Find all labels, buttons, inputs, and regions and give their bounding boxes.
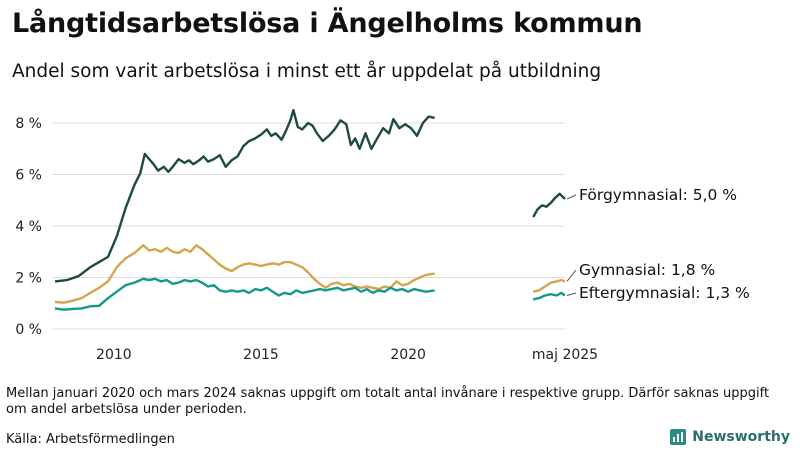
series-line-förgymnasial	[532, 192, 566, 218]
y-tick-label: 8 %	[15, 116, 42, 132]
x-tick-label: 2020	[390, 347, 426, 363]
label-leader-line	[566, 292, 577, 297]
series-label-gymnasial: Gymnasial: 1,8 %	[579, 261, 715, 279]
label-leader-line	[566, 269, 577, 282]
y-tick-label: 6 %	[15, 168, 42, 184]
chart-title: Långtidsarbetslösa i Ängelholms kommun	[12, 8, 643, 39]
label-leader-line	[566, 194, 577, 200]
y-tick-label: 2 %	[15, 271, 42, 287]
series-line-gymnasial	[54, 244, 435, 304]
bar-chart-icon	[670, 429, 687, 445]
series-line-gymnasial	[532, 278, 566, 293]
source-text: Källa: Arbetsförmedlingen	[6, 432, 175, 447]
x-axis-labels: 2010 2015 2020 maj 2025	[96, 347, 598, 363]
series-label-eftergymnasial: Eftergymnasial: 1,3 %	[579, 284, 750, 302]
x-tick-label: maj 2025	[532, 347, 598, 363]
brand-logo: Newsworthy	[670, 429, 790, 445]
series-line-förgymnasial	[54, 108, 435, 283]
series-labels: Förgymnasial: 5,0 % Gymnasial: 1,8 % Efter…	[566, 186, 750, 302]
series-line-eftergymnasial	[54, 277, 435, 311]
y-tick-label: 0 %	[15, 322, 42, 338]
x-tick-label: 2010	[96, 347, 132, 363]
y-axis-labels: 0 % 2 % 4 % 6 % 8 %	[15, 116, 42, 338]
brand-name: Newsworthy	[692, 429, 790, 445]
y-tick-label: 4 %	[15, 219, 42, 235]
series-line-eftergymnasial	[532, 291, 566, 301]
footnote: Mellan januari 2020 och mars 2024 saknas…	[6, 386, 770, 417]
chart-subtitle: Andel som varit arbetslösa i minst ett å…	[12, 61, 602, 82]
gridlines	[52, 122, 565, 330]
series-lines	[54, 108, 566, 311]
x-tick-label: 2015	[243, 347, 279, 363]
series-label-förgymnasial: Förgymnasial: 5,0 %	[579, 186, 737, 204]
line-chart: 0 % 2 % 4 % 6 % 8 % 2010 2015 2020 maj 2025 För…	[15, 108, 750, 363]
